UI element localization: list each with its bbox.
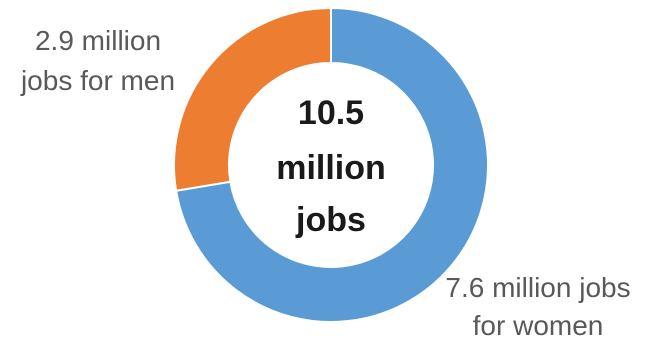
center-text-line-3: jobs xyxy=(295,201,366,239)
center-text: 10.5 million jobs xyxy=(276,94,386,239)
donut-slice-women xyxy=(174,6,489,323)
donut-slices xyxy=(173,6,489,323)
women-slice-label: 7.6 million jobs for women xyxy=(445,272,630,340)
center-text-line-1: 10.5 xyxy=(298,94,364,132)
donut-slice-men xyxy=(173,6,332,192)
men-label-line-2: jobs for men xyxy=(20,65,175,96)
men-label-line-1: 2.9 million xyxy=(35,25,161,56)
women-label-line-2: for women xyxy=(473,310,604,340)
men-slice-label: 2.9 million jobs for men xyxy=(20,25,175,96)
women-label-line-1: 7.6 million jobs xyxy=(445,272,630,303)
center-text-line-2: million xyxy=(276,149,386,187)
